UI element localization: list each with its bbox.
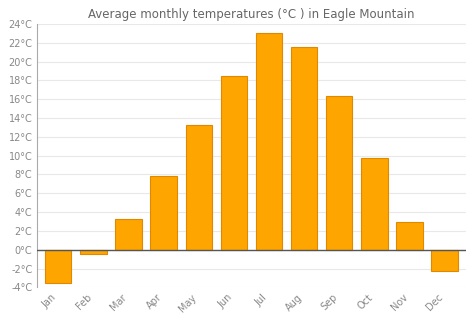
Bar: [115, 219, 142, 250]
Bar: [221, 76, 247, 250]
Bar: [326, 96, 352, 250]
Bar: [291, 47, 317, 250]
Bar: [361, 157, 388, 250]
Bar: [396, 222, 423, 250]
Title: Average monthly temperatures (°C ) in Eagle Mountain: Average monthly temperatures (°C ) in Ea…: [88, 8, 415, 21]
Bar: [80, 250, 107, 254]
Bar: [45, 250, 72, 283]
Bar: [256, 33, 282, 250]
Bar: [150, 176, 177, 250]
Bar: [431, 250, 458, 271]
Bar: [186, 125, 212, 250]
